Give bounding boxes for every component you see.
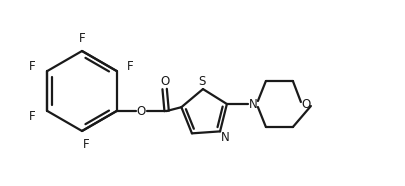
Text: N: N bbox=[248, 97, 257, 110]
Text: F: F bbox=[29, 60, 36, 73]
Text: F: F bbox=[127, 60, 134, 73]
Text: O: O bbox=[136, 105, 145, 118]
Text: S: S bbox=[198, 75, 206, 88]
Text: F: F bbox=[79, 31, 85, 44]
Text: O: O bbox=[160, 75, 169, 87]
Text: F: F bbox=[83, 137, 89, 150]
Text: F: F bbox=[29, 110, 36, 123]
Text: O: O bbox=[301, 97, 310, 110]
Text: N: N bbox=[220, 131, 229, 144]
